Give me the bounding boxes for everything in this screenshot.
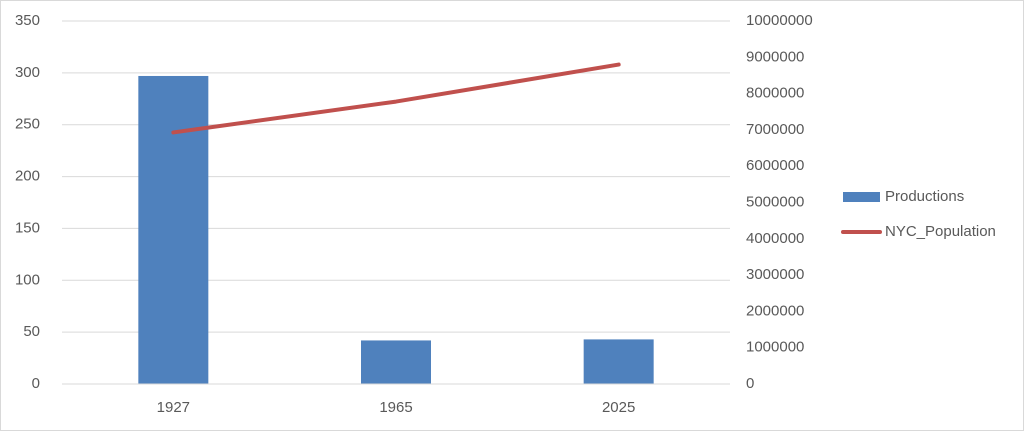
legend-label: NYC_Population — [885, 223, 996, 240]
y2-tick-label: 2000000 — [746, 302, 804, 319]
bar — [138, 75, 209, 385]
legend-label: Productions — [885, 188, 964, 205]
y2-tick-label: 8000000 — [746, 85, 804, 102]
y-tick-label: 150 — [15, 219, 40, 236]
bar — [361, 340, 431, 384]
y2-tick-label: 3000000 — [746, 266, 804, 283]
y2-tick-label: 4000000 — [746, 230, 804, 247]
y-tick-label: 300 — [15, 64, 40, 81]
y-tick-label: 250 — [15, 116, 40, 133]
y-tick-label: 100 — [15, 271, 40, 288]
x-tick-label: 2025 — [602, 399, 635, 416]
bar — [583, 339, 654, 384]
y-tick-label: 0 — [32, 375, 40, 392]
y-tick-label: 200 — [15, 168, 40, 185]
y2-tick-label: 0 — [746, 375, 754, 392]
y2-tick-label: 1000000 — [746, 339, 804, 356]
y2-tick-label: 10000000 — [746, 12, 813, 29]
y2-tick-label: 5000000 — [746, 193, 804, 210]
y2-tick-label: 7000000 — [746, 121, 804, 138]
y-tick-label: 50 — [23, 323, 40, 340]
x-tick-label: 1927 — [157, 399, 190, 416]
y2-tick-label: 6000000 — [746, 157, 804, 174]
x-tick-label: 1965 — [379, 399, 412, 416]
legend-swatch — [843, 192, 880, 202]
y2-tick-label: 9000000 — [746, 48, 804, 65]
line — [171, 62, 621, 135]
y-tick-label: 350 — [15, 12, 40, 29]
